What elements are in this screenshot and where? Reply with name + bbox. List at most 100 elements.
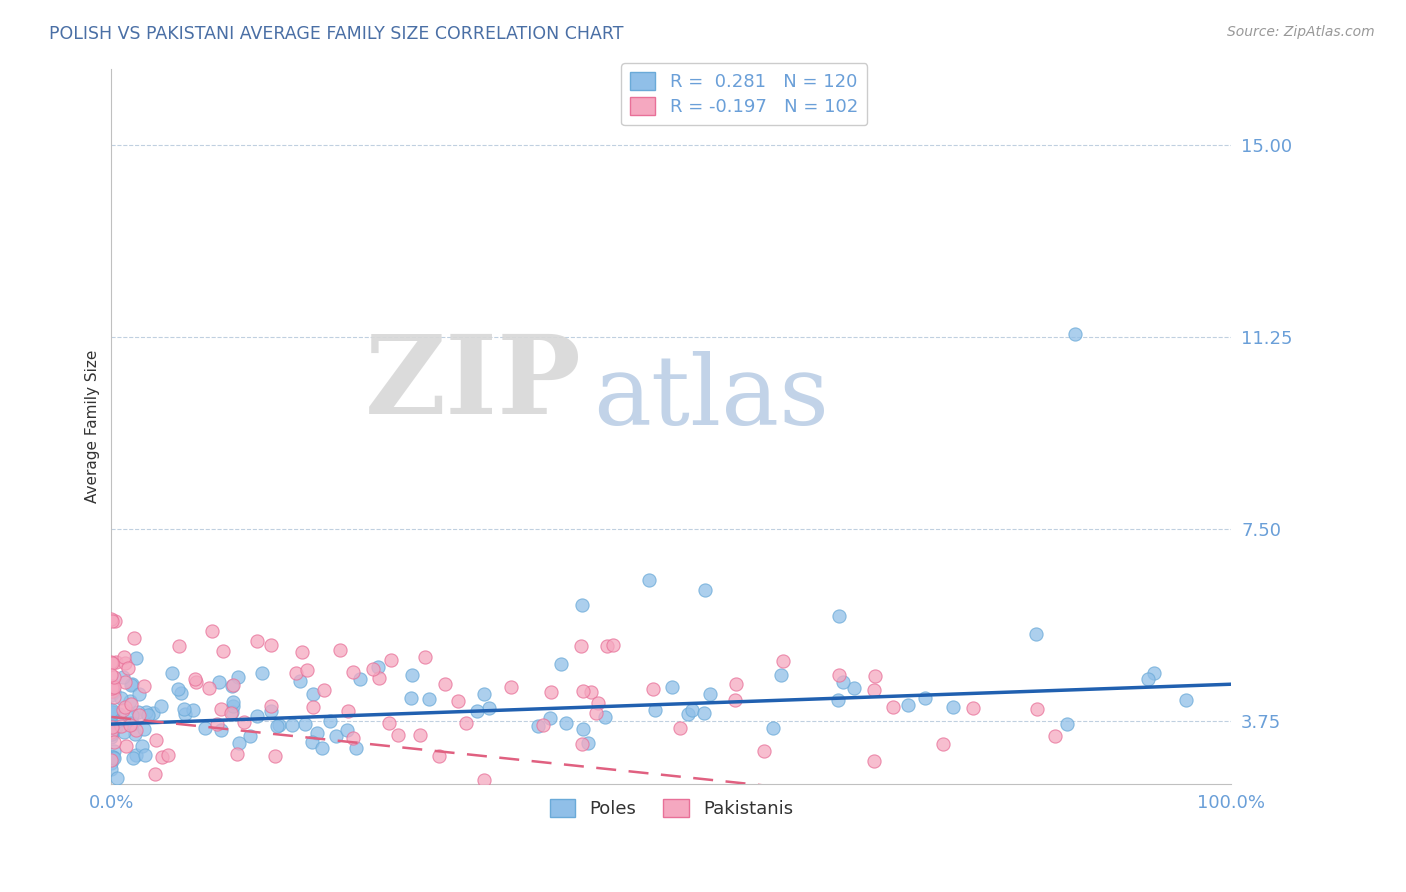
Point [100,756,122,770]
Text: ZIP: ZIP [366,330,582,437]
Point [260,638,283,652]
Point [105,771,128,785]
Point [325,729,347,743]
Point [596,639,619,653]
Point [101,614,124,628]
Point [576,736,599,750]
Point [101,683,124,698]
Point [221,705,243,719]
Point [246,709,269,723]
Point [101,706,124,721]
Point [101,680,124,694]
Point [167,682,190,697]
Point [336,704,359,718]
Point [100,679,122,693]
Point [150,698,173,713]
Point [1026,702,1049,716]
Point [105,655,128,669]
Point [828,667,851,681]
Point [1174,693,1197,707]
Point [100,762,122,776]
Point [579,684,602,698]
Point [586,696,609,710]
Point [103,690,125,704]
Point [692,809,714,823]
Point [531,718,554,732]
Point [569,639,592,653]
Point [135,705,157,719]
Point [118,693,141,707]
Point [224,787,246,801]
Point [349,672,371,686]
Point [772,654,794,668]
Point [131,739,153,753]
Point [328,643,350,657]
Point [1056,717,1078,731]
Point [124,727,146,741]
Point [250,666,273,681]
Point [676,706,699,721]
Point [378,716,401,731]
Point [527,719,550,733]
Point [409,727,432,741]
Point [121,697,143,711]
Point [120,716,142,731]
Point [914,690,936,705]
Point [239,729,262,743]
Point [128,827,150,841]
Point [762,721,785,735]
Point [550,657,572,671]
Point [198,681,221,696]
Point [173,701,195,715]
Point [219,706,242,720]
Point [104,614,127,628]
Point [641,682,664,697]
Point [314,683,336,698]
Point [302,687,325,701]
Point [478,700,501,714]
Point [226,670,249,684]
Point [142,706,165,720]
Point [101,656,124,670]
Point [194,721,217,735]
Point [401,690,423,705]
Point [571,737,593,751]
Point [1043,729,1066,743]
Point [114,656,136,670]
Point [585,706,607,720]
Point [165,794,187,808]
Point [183,703,205,717]
Point [221,698,243,713]
Point [205,717,228,731]
Point [538,711,561,725]
Point [1063,327,1085,342]
Point [288,674,311,689]
Point [882,700,904,714]
Point [260,699,283,714]
Point [100,655,122,669]
Point [134,747,156,762]
Point [724,692,747,706]
Point [100,688,122,702]
Point [100,706,122,721]
Point [932,737,955,751]
Point [100,667,122,681]
Point [122,751,145,765]
Point [842,681,865,695]
Point [103,751,125,765]
Point [294,716,316,731]
Text: atlas: atlas [593,351,830,445]
Point [1143,666,1166,681]
Point [170,686,193,700]
Point [769,667,792,681]
Point [472,772,495,787]
Point [100,725,122,739]
Point [361,662,384,676]
Point [221,679,243,693]
Point [128,707,150,722]
Point [100,612,122,626]
Point [301,735,323,749]
Point [120,678,142,692]
Point [121,716,143,731]
Point [103,744,125,758]
